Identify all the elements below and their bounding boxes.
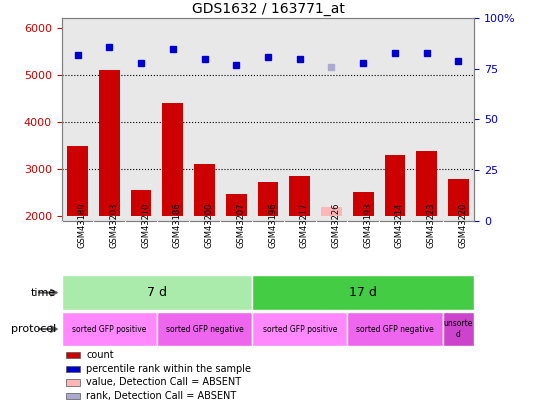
Text: 17 d: 17 d bbox=[349, 286, 377, 299]
Bar bbox=[66, 366, 80, 372]
Bar bbox=[347, 312, 443, 346]
Bar bbox=[252, 312, 347, 346]
Bar bbox=[62, 275, 252, 310]
Bar bbox=[157, 312, 252, 346]
Bar bbox=[67, 146, 88, 216]
Text: time: time bbox=[31, 288, 56, 298]
Text: GSM43196: GSM43196 bbox=[268, 202, 277, 248]
Text: value, Detection Call = ABSENT: value, Detection Call = ABSENT bbox=[86, 377, 242, 388]
Bar bbox=[416, 151, 437, 216]
Text: sorted GFP positive: sorted GFP positive bbox=[263, 324, 337, 334]
Text: GSM43223: GSM43223 bbox=[427, 202, 436, 248]
Text: 7 d: 7 d bbox=[147, 286, 167, 299]
Bar bbox=[385, 155, 405, 216]
Text: GSM43220: GSM43220 bbox=[458, 202, 467, 247]
Title: GDS1632 / 163771_at: GDS1632 / 163771_at bbox=[191, 2, 345, 16]
Bar bbox=[62, 312, 157, 346]
Bar bbox=[353, 192, 374, 216]
Text: GSM43207: GSM43207 bbox=[236, 202, 245, 248]
Bar bbox=[321, 207, 342, 216]
Text: unsorte
d: unsorte d bbox=[444, 320, 473, 339]
Bar bbox=[162, 103, 183, 216]
Bar bbox=[448, 179, 469, 216]
Bar bbox=[252, 275, 474, 310]
Text: rank, Detection Call = ABSENT: rank, Detection Call = ABSENT bbox=[86, 391, 237, 401]
Text: protocol: protocol bbox=[11, 324, 56, 334]
Text: GSM43210: GSM43210 bbox=[141, 202, 150, 247]
Text: sorted GFP positive: sorted GFP positive bbox=[72, 324, 146, 334]
Text: GSM43203: GSM43203 bbox=[109, 202, 118, 248]
Text: sorted GFP negative: sorted GFP negative bbox=[166, 324, 243, 334]
Bar bbox=[258, 181, 278, 216]
Text: GSM43193: GSM43193 bbox=[363, 202, 372, 248]
Text: GSM43226: GSM43226 bbox=[331, 202, 340, 248]
Bar bbox=[289, 177, 310, 216]
Text: GSM43214: GSM43214 bbox=[395, 202, 404, 247]
Bar bbox=[131, 190, 151, 216]
Bar bbox=[99, 70, 120, 216]
Text: GSM43217: GSM43217 bbox=[300, 202, 309, 248]
Bar bbox=[66, 352, 80, 358]
Text: GSM43186: GSM43186 bbox=[173, 202, 182, 248]
Bar bbox=[194, 164, 215, 216]
Bar bbox=[443, 312, 474, 346]
Text: count: count bbox=[86, 350, 114, 360]
Text: percentile rank within the sample: percentile rank within the sample bbox=[86, 364, 251, 374]
Bar bbox=[66, 379, 80, 386]
Text: sorted GFP negative: sorted GFP negative bbox=[356, 324, 434, 334]
Text: GSM43189: GSM43189 bbox=[78, 202, 86, 248]
Text: GSM43200: GSM43200 bbox=[205, 202, 213, 247]
Bar bbox=[66, 393, 80, 399]
Bar bbox=[226, 194, 247, 216]
